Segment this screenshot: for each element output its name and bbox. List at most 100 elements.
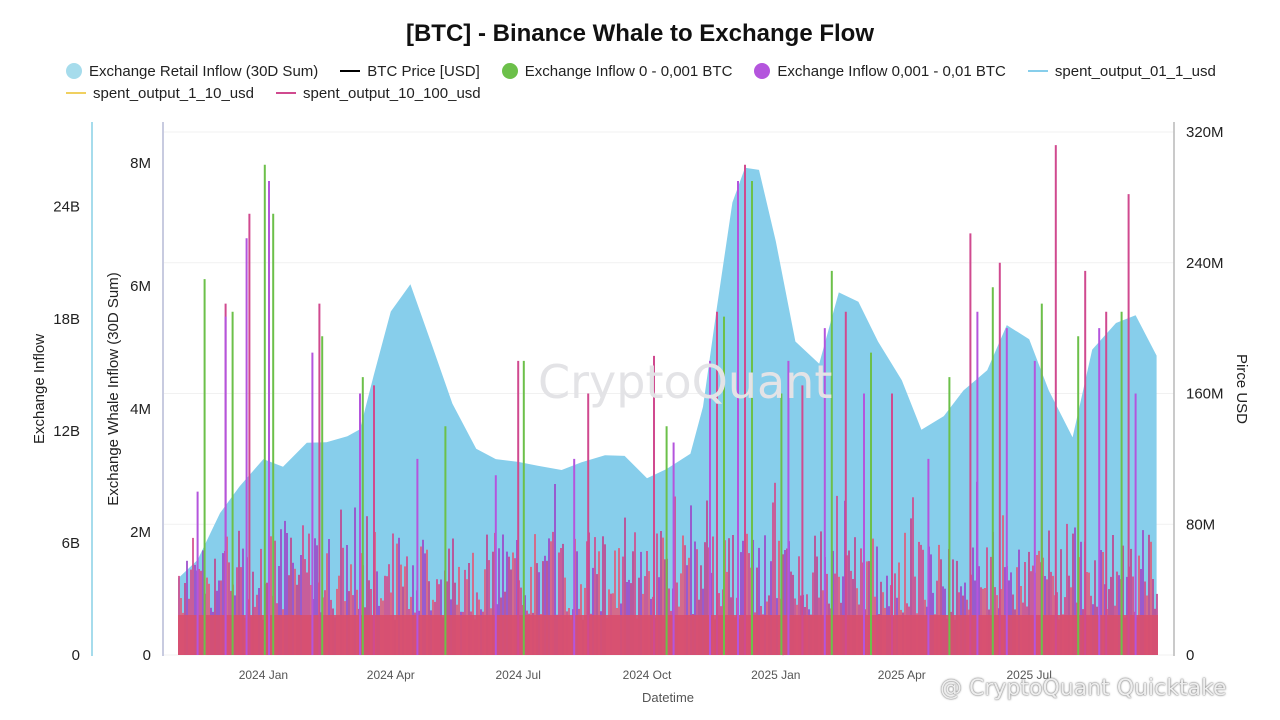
x-tick-1: 2024 Apr — [367, 668, 415, 682]
noise-bar — [664, 559, 666, 655]
noise-bar — [542, 561, 544, 655]
noise-bar — [790, 571, 792, 655]
noise-bar — [426, 549, 428, 655]
noise-bar — [618, 548, 620, 655]
noise-bar — [814, 535, 816, 655]
noise-bar — [576, 551, 578, 655]
noise-bar — [558, 552, 560, 655]
credit-watermark: @ CryptoQuant Quicktake — [940, 676, 1227, 701]
legend-item-spent-10-100[interactable]: spent_output_10_100_usd — [275, 85, 481, 102]
outer-left-tick-0: 0 — [72, 647, 80, 664]
inner-left-tick-0: 0 — [143, 647, 151, 664]
noise-bar — [898, 562, 900, 655]
noise-bar — [1102, 552, 1104, 655]
noise-bar — [860, 548, 862, 655]
legend-item-inflow-small[interactable]: Exchange Inflow 0 - 0,001 BTC — [501, 63, 732, 80]
noise-bar — [412, 565, 414, 655]
noise-bar — [986, 547, 988, 655]
noise-bar — [228, 562, 230, 655]
right-tick-2: 160M — [1186, 386, 1224, 403]
noise-bar — [812, 572, 814, 655]
noise-bar — [240, 567, 242, 655]
noise-bar — [560, 548, 562, 655]
noise-bar — [222, 553, 224, 655]
noise-bar — [1094, 560, 1096, 655]
noise-bar — [468, 563, 470, 655]
legend-swatch-btc-price — [340, 70, 361, 72]
noise-bar — [586, 541, 588, 655]
legend-item-spent-01-1[interactable]: spent_output_01_1_usd — [1027, 63, 1216, 80]
noise-bar — [544, 555, 546, 655]
noise-bar — [1142, 530, 1144, 655]
noise-bar — [680, 573, 682, 655]
noise-bar — [648, 571, 650, 655]
legend-item-retail-inflow[interactable]: Exchange Retail Inflow (30D Sum) — [66, 63, 318, 80]
noise-bar — [778, 540, 780, 655]
noise-bar — [1074, 527, 1076, 655]
noise-bar — [214, 558, 216, 655]
noise-bar — [930, 554, 932, 655]
noise-bar — [1150, 541, 1152, 655]
noise-bar — [238, 530, 240, 655]
noise-bar — [190, 569, 192, 655]
noise-bar — [1038, 550, 1040, 655]
outer-left-axis-label: Exchange Inflow — [31, 334, 48, 444]
noise-bar — [1048, 530, 1050, 655]
noise-bar — [1112, 535, 1114, 655]
noise-bar — [1028, 551, 1030, 655]
noise-bar — [308, 533, 310, 655]
inner-left-tick-1: 2M — [130, 524, 151, 541]
noise-bar — [792, 574, 794, 655]
noise-bar — [506, 551, 508, 655]
noise-bar — [448, 548, 450, 655]
noise-bar — [740, 552, 742, 655]
noise-bar — [546, 560, 548, 655]
legend-label-btc-price: BTC Price [USD] — [367, 62, 480, 80]
noise-bar — [1130, 548, 1132, 655]
noise-bar — [422, 539, 424, 655]
noise-bar — [640, 551, 642, 655]
axes — [91, 122, 1175, 656]
noise-bar — [656, 533, 658, 655]
legend-item-spent-1-10[interactable]: spent_output_1_10_usd — [66, 85, 254, 102]
right-tick-1: 80M — [1186, 516, 1215, 533]
noise-bar — [1030, 571, 1032, 655]
noise-bar — [354, 507, 356, 655]
noise-bar — [770, 561, 772, 655]
right-tick-4: 320M — [1186, 124, 1224, 141]
noise-bar — [1004, 567, 1006, 655]
noise-bar — [538, 572, 540, 655]
noise-bar — [674, 496, 676, 655]
noise-bar — [1010, 572, 1012, 655]
legend-label-inflow-medium: Exchange Inflow 0,001 - 0,01 BTC — [777, 62, 1006, 80]
noise-bar — [486, 534, 488, 655]
noise-bar — [392, 533, 394, 655]
legend-item-inflow-medium[interactable]: Exchange Inflow 0,001 - 0,01 BTC — [754, 62, 1006, 80]
noise-bar — [614, 550, 616, 655]
noise-bar — [956, 560, 958, 655]
noise-bar — [850, 570, 852, 655]
legend-row-2: spent_output_1_10_usd spent_output_10_10… — [66, 82, 1246, 104]
noise-bar — [832, 550, 834, 655]
legend: Exchange Retail Inflow (30D Sum) BTC Pri… — [66, 60, 1246, 104]
right-tick-3: 240M — [1186, 255, 1224, 272]
noise-bar — [284, 520, 286, 655]
right-tick-0: 0 — [1186, 647, 1194, 664]
noise-bar — [252, 571, 254, 655]
noise-bar — [746, 533, 748, 655]
noise-bar — [594, 537, 596, 655]
legend-item-btc-price[interactable]: BTC Price [USD] — [340, 63, 480, 80]
outer-left-tick-3: 18B — [53, 311, 80, 328]
noise-bar — [294, 568, 296, 655]
noise-bar — [690, 505, 692, 655]
noise-bar — [596, 574, 598, 655]
noise-bar — [592, 567, 594, 655]
noise-bar — [366, 516, 368, 655]
noise-bar — [1080, 541, 1082, 655]
noise-bar — [396, 543, 398, 655]
noise-bar — [706, 500, 708, 655]
noise-bar — [646, 551, 648, 655]
noise-bar — [660, 531, 662, 655]
noise-bar — [186, 560, 188, 655]
noise-bar — [938, 544, 940, 655]
